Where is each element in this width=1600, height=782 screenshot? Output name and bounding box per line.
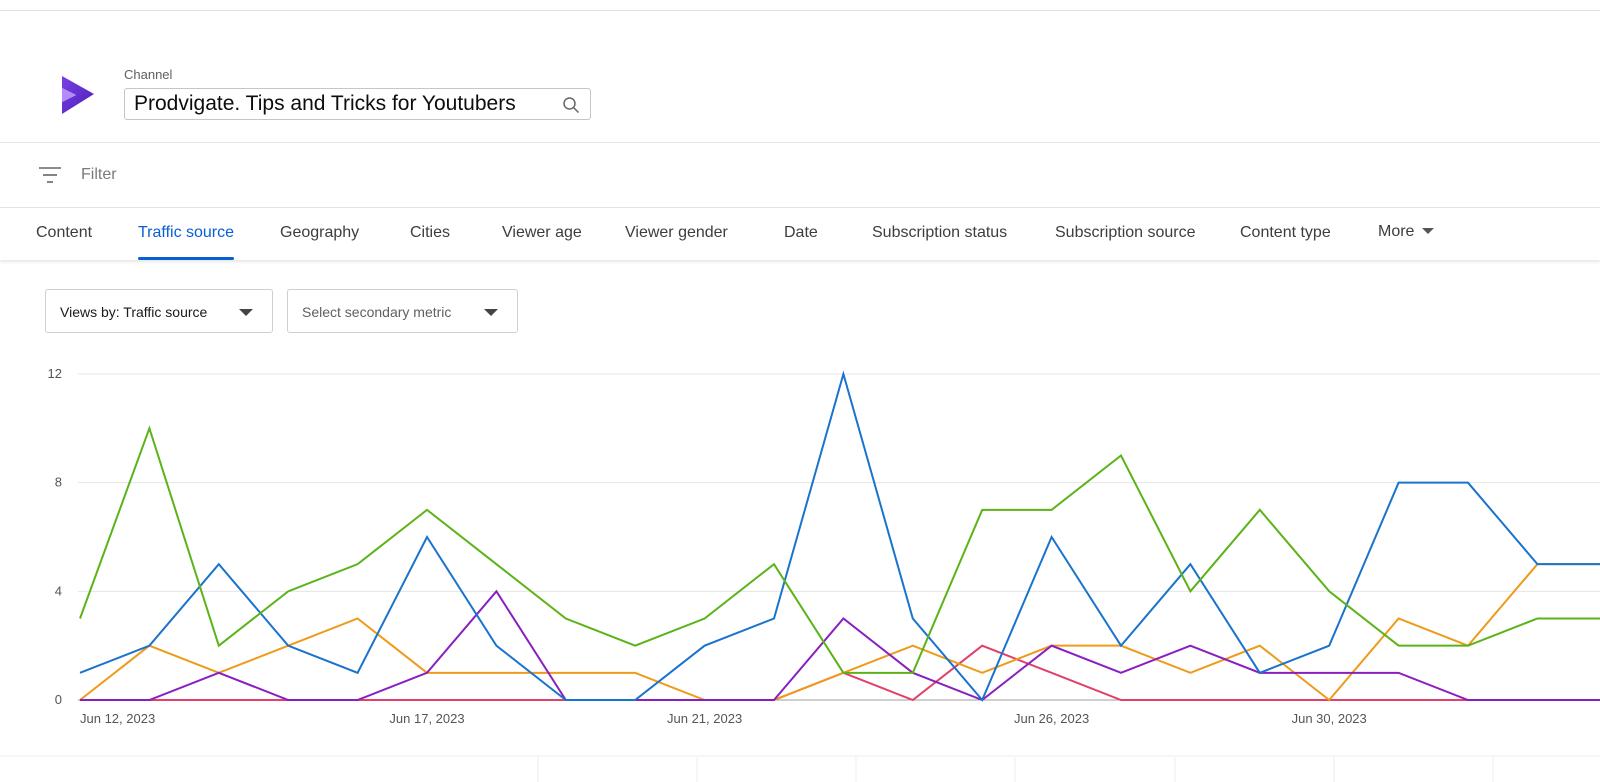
series-line: [79, 425, 1600, 674]
secondary-metric-label: Select secondary metric: [302, 304, 452, 320]
traffic-source-line-chart: 0 4 8 12 Jun 12, 2023 Jun 17, 2023 Jun 21, 202…: [0, 366, 1600, 782]
tab-content[interactable]: Content: [36, 224, 93, 241]
active-tab-indicator: [138, 257, 234, 260]
filter-divider: [0, 207, 1600, 208]
filter-input[interactable]: Filter: [81, 166, 117, 183]
y-tick-label: 8: [55, 475, 62, 490]
tab-subscription-status[interactable]: Subscription status: [872, 224, 1008, 241]
channel-name: Prodvigate. Tips and Tricks for Youtuber…: [134, 92, 516, 115]
y-tick-label: 12: [48, 366, 62, 381]
channel-selector[interactable]: Prodvigate. Tips and Tricks for Youtuber…: [124, 88, 591, 120]
header-divider: [0, 142, 1600, 143]
search-icon[interactable]: [562, 96, 580, 114]
tab-subscription-source[interactable]: Subscription source: [1055, 224, 1196, 241]
tab-more[interactable]: More: [1378, 223, 1435, 241]
tab-viewer-gender[interactable]: Viewer gender: [625, 224, 728, 241]
tab-geography[interactable]: Geography: [280, 224, 360, 241]
tab-date[interactable]: Date: [784, 224, 818, 241]
primary-metric-dropdown[interactable]: Views by: Traffic source: [45, 289, 273, 333]
channel-logo-icon: [62, 76, 94, 114]
x-tick-label: Jun 21, 2023: [667, 711, 742, 726]
dropdown-caret-icon: [239, 309, 253, 316]
channel-caption: Channel: [124, 67, 173, 82]
caret-down-icon: [1422, 228, 1435, 234]
x-tick-label: Jun 17, 2023: [389, 711, 464, 726]
tab-more-label: More: [1378, 223, 1415, 240]
y-tick-label: 4: [55, 583, 62, 598]
tab-content-type[interactable]: Content type: [1240, 224, 1331, 241]
x-tick-label: Jun 12, 2023: [80, 711, 155, 726]
x-tick-label: Jun 30, 2023: [1292, 711, 1367, 726]
channel-header: [0, 11, 1600, 142]
tab-traffic-source[interactable]: Traffic source: [138, 224, 235, 241]
x-tick-label: Jun 26, 2023: [1014, 711, 1089, 726]
dropdown-caret-icon: [484, 309, 498, 316]
tab-bar: Content Traffic source Geography Cities …: [0, 208, 1600, 260]
tab-cities[interactable]: Cities: [410, 224, 451, 241]
series-line: [80, 589, 1600, 702]
secondary-metric-dropdown[interactable]: Select secondary metric: [287, 289, 518, 333]
y-tick-label: 0: [55, 692, 62, 707]
filter-icon[interactable]: [38, 165, 62, 185]
primary-metric-label: Views by: Traffic source: [60, 304, 208, 320]
top-border: [0, 10, 1600, 11]
series-line: [79, 370, 1600, 702]
tab-viewer-age[interactable]: Viewer age: [502, 224, 582, 241]
